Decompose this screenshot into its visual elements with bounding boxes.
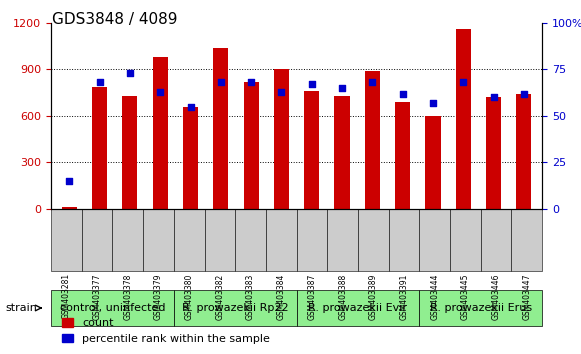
- Bar: [243, 82, 259, 209]
- Text: GSM403447: GSM403447: [522, 273, 531, 320]
- Text: R. prowazekii Evir: R. prowazekii Evir: [309, 303, 407, 313]
- Text: GSM403383: GSM403383: [246, 273, 255, 320]
- Bar: [153, 57, 168, 209]
- Point: [519, 91, 529, 96]
- Text: GSM403384: GSM403384: [277, 273, 286, 320]
- Bar: [92, 86, 107, 209]
- Bar: [395, 102, 410, 209]
- Text: control, uninfected: control, uninfected: [60, 303, 165, 313]
- Text: R. prowazekii Rp22: R. prowazekii Rp22: [182, 303, 289, 313]
- Bar: [486, 97, 501, 209]
- Legend: count, percentile rank within the sample: count, percentile rank within the sample: [58, 314, 275, 348]
- Text: strain: strain: [6, 303, 38, 313]
- Bar: [62, 206, 77, 209]
- Bar: [335, 96, 350, 209]
- Bar: [425, 116, 440, 209]
- Text: GSM403377: GSM403377: [92, 273, 102, 320]
- Text: GSM403387: GSM403387: [307, 273, 317, 320]
- Point: [428, 100, 437, 106]
- Text: GSM403388: GSM403388: [338, 273, 347, 320]
- Point: [156, 89, 165, 95]
- Point: [64, 178, 74, 184]
- Text: GSM403446: GSM403446: [492, 273, 501, 320]
- Point: [186, 104, 195, 109]
- Text: GSM403389: GSM403389: [369, 273, 378, 320]
- Point: [398, 91, 407, 96]
- Point: [216, 80, 225, 85]
- Bar: [183, 107, 198, 209]
- Bar: [304, 91, 320, 209]
- Text: GSM403378: GSM403378: [123, 273, 132, 320]
- Bar: [213, 48, 228, 209]
- Text: GSM403380: GSM403380: [185, 273, 193, 320]
- Point: [458, 80, 468, 85]
- Point: [338, 85, 347, 91]
- Point: [95, 80, 104, 85]
- Text: GSM403379: GSM403379: [154, 273, 163, 320]
- Point: [125, 70, 135, 76]
- Text: GDS3848 / 4089: GDS3848 / 4089: [52, 12, 178, 27]
- Text: GSM403281: GSM403281: [62, 273, 71, 319]
- Bar: [123, 96, 138, 209]
- Point: [307, 81, 317, 87]
- Bar: [365, 71, 380, 209]
- Point: [368, 80, 377, 85]
- Bar: [456, 29, 471, 209]
- Point: [277, 89, 286, 95]
- Point: [246, 80, 256, 85]
- Bar: [274, 69, 289, 209]
- Text: GSM403391: GSM403391: [400, 273, 408, 320]
- Text: GSM403444: GSM403444: [430, 273, 439, 320]
- Text: GSM403382: GSM403382: [216, 273, 224, 320]
- Point: [489, 95, 498, 100]
- Text: R. prowazekii Erus: R. prowazekii Erus: [429, 303, 532, 313]
- Text: GSM403445: GSM403445: [461, 273, 470, 320]
- Bar: [517, 94, 532, 209]
